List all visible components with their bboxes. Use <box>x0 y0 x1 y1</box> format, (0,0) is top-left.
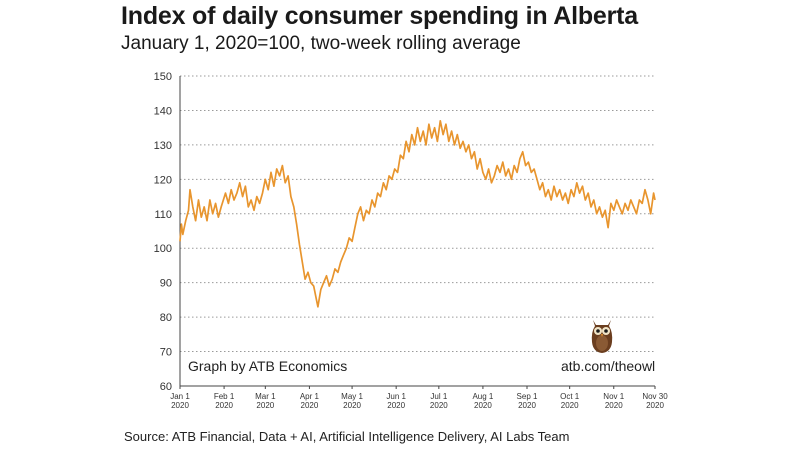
y-tick-label: 80 <box>160 312 172 324</box>
x-tick-label: Feb 1 2020 <box>214 392 235 410</box>
x-tick-label: Sep 1 2020 <box>517 392 538 410</box>
y-tick-label: 140 <box>154 105 172 117</box>
x-tick-label: Nov 1 2020 <box>603 392 624 410</box>
url-label: atb.com/theowl <box>561 358 656 374</box>
x-tick-label: Mar 1 2020 <box>255 392 276 410</box>
credit-label: Graph by ATB Economics <box>188 358 348 374</box>
x-tick-label: Jun 1 2020 <box>386 392 406 410</box>
y-tick-label: 150 <box>154 71 172 83</box>
y-axis: 60 70 80 90 100 110 120 130 140 150 <box>154 71 172 393</box>
x-axis: Jan 1 2020 Feb 1 2020 Mar 1 2020 Apr 1 2020 May … <box>170 386 668 410</box>
chart-title: Index of daily consumer spending in Albe… <box>121 2 638 30</box>
series-line <box>179 119 656 308</box>
y-tick-label: 130 <box>154 140 172 152</box>
y-tick-label: 90 <box>160 278 172 290</box>
x-tick-label: Jan 1 2020 <box>170 392 190 410</box>
x-tick-label: Jul 1 2020 <box>430 392 448 410</box>
owl-mascot-icon <box>589 314 615 359</box>
series-group <box>179 119 656 308</box>
x-tick-label: Aug 1 2020 <box>472 392 493 410</box>
y-tick-label: 110 <box>154 209 172 221</box>
source-note: Source: ATB Financial, Data + AI, Artifi… <box>124 429 570 444</box>
x-tick-label: May 1 2020 <box>341 392 363 410</box>
gridlines <box>179 75 655 387</box>
y-tick-label: 100 <box>154 243 172 255</box>
x-tick-label: Apr 1 2020 <box>300 392 320 410</box>
y-tick-label: 70 <box>160 347 172 359</box>
x-tick-label: Nov 30 2020 <box>642 392 668 410</box>
x-tick-label: Oct 1 2020 <box>560 392 580 410</box>
y-tick-label: 60 <box>160 381 172 393</box>
y-tick-label: 120 <box>154 174 172 186</box>
chart-subtitle: January 1, 2020=100, two-week rolling av… <box>121 33 521 54</box>
